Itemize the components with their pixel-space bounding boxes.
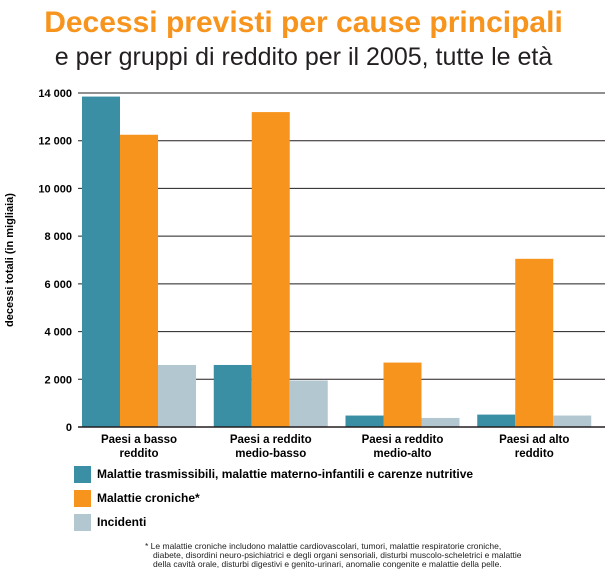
legend-swatch-incidenti (74, 514, 91, 531)
bar (383, 362, 422, 427)
y-tick-label: 12 000 (38, 136, 72, 148)
y-tick-label: 10 000 (38, 183, 72, 195)
chart-title: Decessi previsti per cause principali (44, 6, 563, 39)
footnote-line-2: diabete, disordini neuro-psichiatrici e … (153, 550, 522, 560)
footnote: * Le malattie croniche includono malatti… (145, 542, 605, 571)
y-tick-label: 2 000 (44, 374, 72, 386)
x-tick-label: Paesi a reddito (230, 434, 312, 446)
legend-label-croniche: Malattie croniche* (97, 491, 200, 505)
footnote-line-1: * Le malattie croniche includono malatti… (145, 542, 502, 551)
y-tick-label: 14 000 (38, 88, 72, 100)
bar (515, 258, 554, 427)
bar (553, 415, 592, 427)
bar (251, 112, 290, 428)
x-tick-label: medio-alto (373, 448, 431, 460)
y-tick-label: 0 (66, 422, 72, 434)
bar-chart: 0 2 000 4 000 6 000 8 000 10 000 12 000 14 000 d… (4, 88, 605, 460)
bar (345, 415, 384, 427)
legend-label-incidenti: Incidenti (97, 515, 147, 529)
y-tick-label: 6 000 (44, 279, 72, 291)
y-tick-label: 4 000 (44, 327, 72, 339)
bar (120, 134, 158, 427)
bar (289, 380, 328, 427)
y-axis-label: decessi totali (in migliaia) (4, 193, 16, 327)
bar (477, 414, 516, 427)
x-tick-label: reddito (120, 448, 159, 460)
footnote-line-3: della cavità orale, disturbi digestivi e… (153, 559, 502, 569)
legend-label-trasmissibili: Malattie trasmissibili, malattie materno… (97, 467, 474, 481)
bar (158, 364, 196, 427)
chart-subtitle: e per gruppi di reddito per il 2005, tut… (54, 43, 553, 71)
legend-swatch-trasmissibili (74, 466, 91, 483)
y-tick-label: 8 000 (44, 231, 72, 243)
x-tick-label: medio-basso (235, 448, 306, 460)
bar (421, 417, 460, 427)
bar (82, 96, 120, 428)
x-tick-label: Paesi a reddito (362, 434, 444, 446)
legend-swatch-croniche (74, 490, 91, 507)
x-tick-label: Paesi ad alto (499, 434, 569, 446)
bar (213, 364, 252, 427)
x-tick-label: Paesi a basso (101, 434, 177, 446)
x-tick-label: reddito (515, 448, 554, 460)
